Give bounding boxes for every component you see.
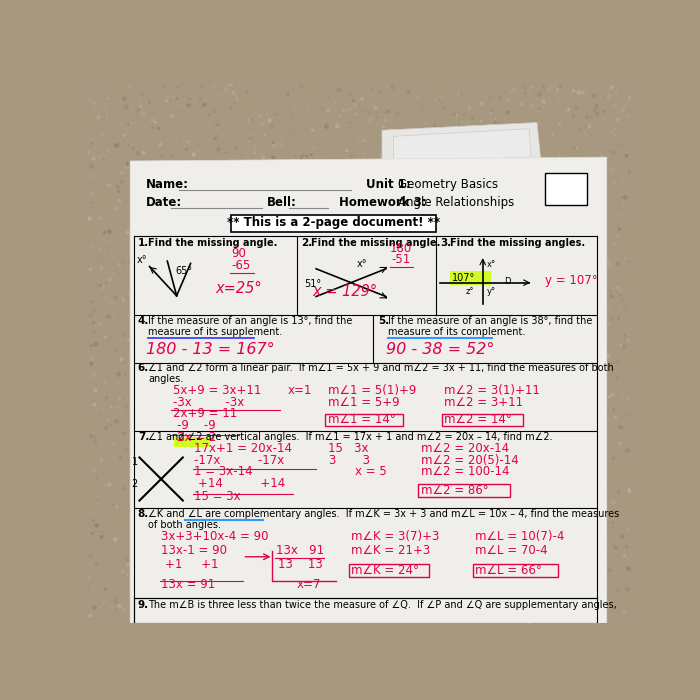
Text: 180: 180 (390, 242, 412, 255)
Text: 5.: 5. (378, 316, 389, 326)
Text: x=1: x=1 (288, 384, 312, 396)
Text: 1 = 3x-14: 1 = 3x-14 (195, 466, 253, 478)
Text: 8.: 8. (138, 509, 149, 519)
Text: -65: -65 (231, 259, 250, 272)
Text: Find the missing angle.: Find the missing angle. (311, 238, 440, 248)
Polygon shape (382, 122, 541, 167)
Text: m∠1 = 5+9: m∠1 = 5+9 (328, 396, 400, 409)
Bar (174, 437, 210, 447)
Text: 4.: 4. (138, 316, 149, 326)
Text: 180 - 13 = 167°: 180 - 13 = 167° (146, 342, 274, 356)
Text: m∠2 = 3(1)+11: m∠2 = 3(1)+11 (444, 384, 540, 396)
Text: Bell:: Bell: (267, 196, 297, 209)
Text: -9    -9: -9 -9 (176, 419, 216, 432)
Text: ∠1 and ∠2 form a linear pair.  If m∠1 = 5x + 9 and m∠2 = 3x + 11, find the measu: ∠1 and ∠2 form a linear pair. If m∠1 = 5… (148, 363, 614, 373)
Text: measure of its supplement.: measure of its supplement. (148, 327, 282, 337)
Text: m∠2 = 86°: m∠2 = 86° (421, 484, 489, 496)
Text: 15   3x: 15 3x (328, 442, 368, 455)
Text: 90: 90 (231, 247, 246, 260)
Text: -17x          -17x: -17x -17x (195, 454, 285, 468)
Text: ** This is a 2-page document! **: ** This is a 2-page document! ** (228, 216, 440, 230)
Polygon shape (393, 129, 531, 162)
Text: m∠L = 66°: m∠L = 66° (475, 564, 542, 577)
Text: -51: -51 (391, 253, 410, 265)
Text: m∠K = 3(7)+3: m∠K = 3(7)+3 (351, 530, 440, 542)
Text: ∠1 and ∠2 are vertical angles.  If m∠1 = 17x + 1 and m∠2 = 20x – 14, find m∠2.: ∠1 and ∠2 are vertical angles. If m∠1 = … (148, 432, 552, 442)
Text: 1.: 1. (138, 238, 149, 248)
Bar (419, 484, 510, 497)
Text: 65°: 65° (175, 266, 192, 276)
Text: m∠2 = 100-14: m∠2 = 100-14 (421, 466, 510, 478)
Text: m∠L = 70-4: m∠L = 70-4 (475, 544, 547, 556)
Bar (442, 414, 523, 426)
Text: 5x+9 = 3x+11: 5x+9 = 3x+11 (173, 384, 261, 396)
Text: Unit 1:: Unit 1: (367, 178, 412, 191)
Text: 6.: 6. (138, 363, 149, 373)
Text: The m∠B is three less than twice the measure of ∠Q.  If ∠P and ∠Q are supplement: The m∠B is three less than twice the mea… (148, 600, 617, 610)
Text: 2.: 2. (300, 238, 312, 248)
Bar (545, 172, 587, 205)
Text: Find the missing angle.: Find the missing angle. (148, 238, 277, 248)
Text: If the measure of an angle is 13°, find the: If the measure of an angle is 13°, find … (148, 316, 352, 326)
Text: m∠2 = 20(5)-14: m∠2 = 20(5)-14 (421, 454, 519, 468)
Text: ∠K and ∠L are complementary angles.  If m∠K = 3x + 3 and m∠L = 10x – 4, find the: ∠K and ∠L are complementary angles. If m… (148, 509, 620, 519)
Text: m∠1 = 14°: m∠1 = 14° (328, 413, 396, 426)
Text: 2x+9 = 11: 2x+9 = 11 (173, 407, 237, 419)
Text: 107°: 107° (452, 273, 475, 283)
Text: 13    13: 13 13 (278, 558, 323, 570)
Text: m∠K = 24°: m∠K = 24° (351, 564, 419, 577)
Bar (450, 271, 491, 285)
Text: Date:: Date: (146, 196, 182, 209)
Text: If the measure of an angle is 38°, find the: If the measure of an angle is 38°, find … (389, 316, 593, 326)
Bar (473, 564, 558, 577)
Text: x=25°: x=25° (216, 281, 262, 296)
Text: -3x         -3x: -3x -3x (173, 396, 244, 409)
Text: 15 = 3x: 15 = 3x (195, 490, 241, 503)
Bar (231, 215, 436, 232)
Bar (349, 564, 428, 577)
Text: of both angles.: of both angles. (148, 519, 221, 529)
Text: m∠2 = 3+11: m∠2 = 3+11 (444, 396, 523, 409)
Text: m∠K = 21+3: m∠K = 21+3 (351, 544, 430, 556)
Text: 3x+3+10x-4 = 90: 3x+3+10x-4 = 90 (161, 530, 269, 542)
Bar (326, 414, 403, 426)
Text: 17x+1 = 20x-14: 17x+1 = 20x-14 (195, 442, 293, 455)
Text: +14          +14: +14 +14 (198, 477, 286, 491)
Text: 1: 1 (132, 457, 138, 467)
Text: 9.: 9. (138, 600, 149, 610)
Text: x°: x° (486, 260, 496, 270)
Text: y = 107°: y = 107° (545, 274, 597, 287)
Text: angles.: angles. (148, 374, 183, 384)
Text: x=7: x=7 (297, 578, 321, 591)
Text: m∠1 = 5(1)+9: m∠1 = 5(1)+9 (328, 384, 416, 396)
Text: x°: x° (136, 256, 147, 265)
Text: 13x   91: 13x 91 (276, 544, 324, 556)
Text: 2x = 2: 2x = 2 (176, 431, 216, 444)
Text: Geometry Basics: Geometry Basics (398, 178, 498, 191)
Text: 13x-1 = 90: 13x-1 = 90 (161, 544, 227, 556)
Text: 7.: 7. (138, 432, 149, 442)
Text: m∠2 = 14°: m∠2 = 14° (444, 413, 512, 426)
Text: Find the missing angles.: Find the missing angles. (450, 238, 585, 248)
Text: x = 129°: x = 129° (312, 284, 377, 299)
Text: x = 5: x = 5 (355, 466, 386, 478)
Text: 90 - 38 = 52°: 90 - 38 = 52° (386, 342, 494, 356)
Text: measure of its complement.: measure of its complement. (389, 327, 526, 337)
Text: y°: y° (486, 287, 496, 296)
Text: 3.: 3. (440, 238, 452, 248)
Text: Name:: Name: (146, 178, 188, 191)
Text: z°: z° (466, 287, 474, 296)
Text: 2: 2 (132, 479, 138, 489)
Text: D: D (505, 277, 511, 286)
Text: Homework 3:: Homework 3: (340, 196, 427, 209)
Text: x°: x° (357, 259, 368, 270)
Text: m∠2 = 20x-14: m∠2 = 20x-14 (421, 442, 509, 455)
Text: 13x = 91: 13x = 91 (161, 578, 216, 591)
Text: +1     +1: +1 +1 (165, 558, 218, 570)
Text: m∠L = 10(7)-4: m∠L = 10(7)-4 (475, 530, 564, 542)
Text: 3       3: 3 3 (329, 454, 370, 468)
Text: Angle Relationships: Angle Relationships (398, 196, 514, 209)
Text: 51°: 51° (304, 279, 321, 288)
Polygon shape (130, 157, 607, 627)
